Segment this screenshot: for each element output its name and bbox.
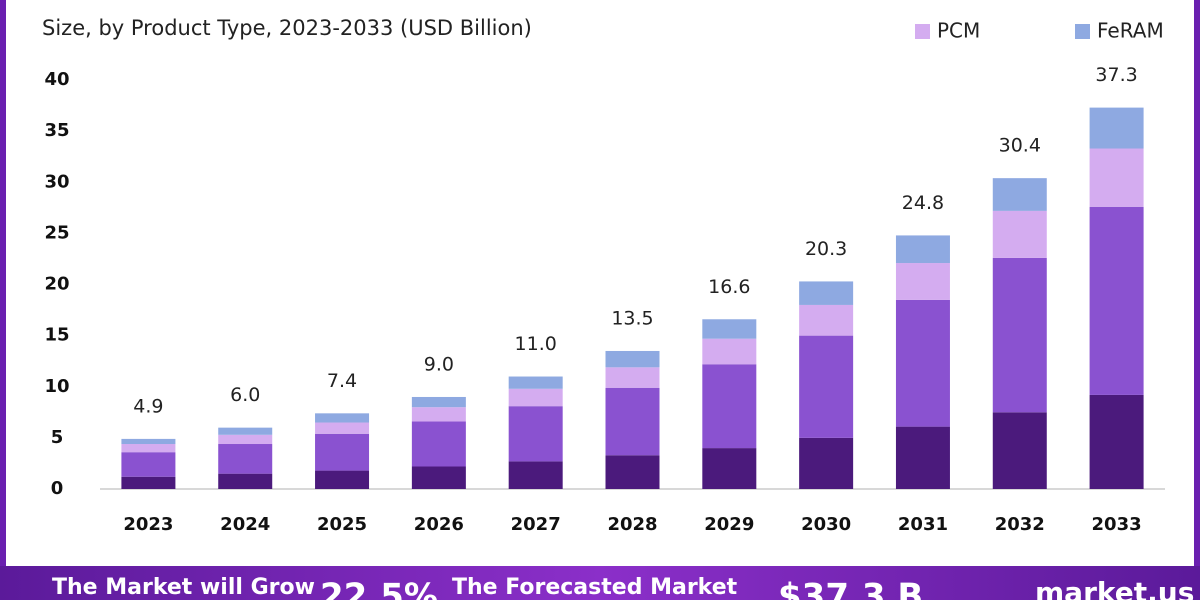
chart-subtitle: Size, by Product Type, 2023-2033 (USD Bi… [42, 16, 532, 40]
x-tick-label: 2030 [801, 514, 851, 535]
legend-swatch [915, 24, 930, 39]
legend-label: PCM [937, 19, 980, 43]
x-tick-label: 2024 [220, 514, 270, 535]
x-tick-label: 2025 [317, 514, 367, 535]
border-right [1194, 0, 1200, 568]
y-tick-label: 10 [44, 376, 69, 397]
bar-segment [411, 396, 466, 408]
bar-segment [121, 438, 176, 445]
total-label: 16.6 [708, 276, 750, 298]
bar-segment [702, 338, 757, 365]
bar-segment [411, 407, 466, 422]
bar-segment [992, 178, 1047, 211]
bar-segment [605, 387, 660, 456]
bar-segment [895, 426, 950, 489]
bar-segment [799, 437, 854, 489]
bar-segment [218, 434, 273, 445]
bar-segment [799, 281, 854, 305]
bar-segment [315, 413, 370, 423]
bar-segment [605, 350, 660, 368]
x-tick-label: 2023 [123, 514, 173, 535]
bar-segment [895, 299, 950, 427]
bar-segment [605, 455, 660, 489]
bar-segment [992, 210, 1047, 258]
y-tick-label: 0 [51, 478, 64, 499]
bar-segment [799, 335, 854, 438]
total-label: 6.0 [230, 384, 260, 406]
x-tick-label: 2029 [704, 514, 754, 535]
bar-segment [508, 406, 563, 462]
y-tick-label: 15 [44, 325, 69, 346]
bar-segment [508, 388, 563, 407]
bar-segment [702, 448, 757, 489]
bar-segment [992, 412, 1047, 489]
x-tick-label: 2026 [414, 514, 464, 535]
banner [0, 566, 1200, 600]
bar-segment [121, 452, 176, 477]
bar-segment [508, 461, 563, 489]
bar-segment [218, 427, 273, 435]
total-label: 4.9 [133, 395, 163, 417]
x-tick-label: 2033 [1092, 514, 1142, 535]
bar-segment [411, 421, 466, 467]
bar-segment [895, 263, 950, 300]
bar-segment [895, 235, 950, 264]
y-tick-label: 25 [44, 222, 69, 243]
y-tick-label: 40 [44, 69, 69, 90]
bar-segment [315, 470, 370, 489]
total-label: 7.4 [327, 370, 357, 392]
total-label: 37.3 [1095, 64, 1137, 86]
banner-text: The Market will Grow [52, 575, 315, 600]
bar-segment [702, 364, 757, 449]
bar-segment [508, 376, 563, 389]
banner-brand: market.us [1035, 576, 1194, 600]
total-label: 9.0 [424, 353, 454, 375]
x-tick-label: 2027 [511, 514, 561, 535]
x-tick-label: 2031 [898, 514, 948, 535]
total-label: 11.0 [515, 333, 557, 355]
y-tick-label: 20 [44, 274, 69, 295]
bar-segment [1089, 107, 1144, 149]
bar-segment [121, 444, 176, 453]
border-left [0, 0, 6, 568]
total-label: 24.8 [902, 192, 944, 214]
bar-segment [702, 319, 757, 339]
banner-cagr: 22.5% [320, 577, 438, 600]
bar-segment [121, 476, 176, 489]
bar-segment [218, 473, 273, 489]
banner-value: $37.3 B [778, 577, 923, 600]
bar-segment [315, 433, 370, 471]
bar-segment [992, 257, 1047, 413]
x-tick-label: 2032 [995, 514, 1045, 535]
x-tick-label: 2028 [607, 514, 657, 535]
total-label: 20.3 [805, 238, 847, 260]
bar-segment [218, 444, 273, 474]
y-tick-label: 5 [51, 427, 64, 448]
total-label: 30.4 [999, 135, 1041, 157]
bar-segment [1089, 206, 1144, 395]
legend-label: FeRAM [1097, 19, 1164, 43]
legend-swatch [1075, 24, 1090, 39]
bar-segment [605, 367, 660, 388]
banner-text: The Forecasted Market [452, 575, 738, 600]
bar-segment [799, 304, 854, 336]
bar-segment [411, 466, 466, 489]
y-tick-label: 30 [44, 171, 69, 192]
bar-segment [1089, 394, 1144, 489]
total-label: 13.5 [611, 307, 653, 329]
bar-segment [315, 422, 370, 434]
bar-segment [1089, 148, 1144, 207]
y-tick-label: 35 [44, 120, 69, 141]
